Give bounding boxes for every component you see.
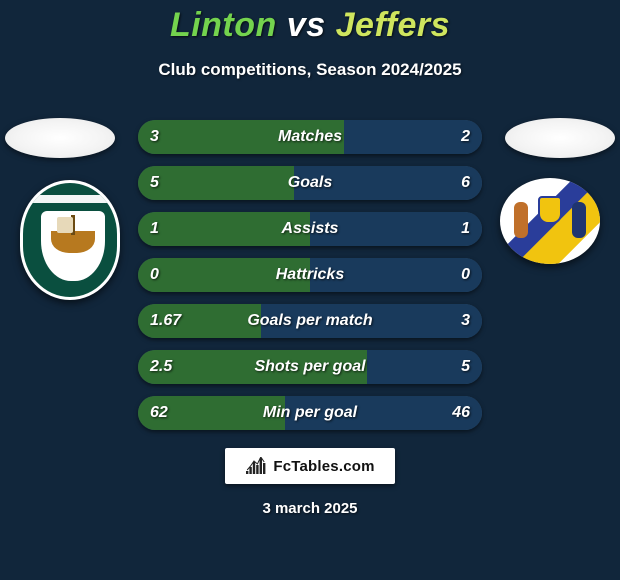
stat-label: Shots per goal: [138, 350, 482, 384]
stat-value-left: 3: [150, 120, 159, 154]
stat-value-left: 5: [150, 166, 159, 200]
player1-name: Linton: [170, 6, 283, 44]
stat-label: Hattricks: [138, 258, 482, 292]
stat-row: Goals5 6: [138, 166, 482, 200]
flag-oval-left: [5, 118, 115, 158]
stat-value-right: 1: [461, 212, 470, 246]
bar-chart-icon: [245, 457, 267, 475]
stat-row: Assists1 1: [138, 212, 482, 246]
stat-row: Min per goal62 46: [138, 396, 482, 430]
stat-value-right: 46: [452, 396, 470, 430]
stat-value-right: 5: [461, 350, 470, 384]
stat-label: Goals per match: [138, 304, 482, 338]
stat-value-right: 2: [461, 120, 470, 154]
player2-name: Jeffers: [330, 6, 450, 44]
flag-oval-right: [505, 118, 615, 158]
stats-area: Matches32Goals56Assists11Hattricks00Goal…: [138, 120, 482, 442]
stat-value-left: 1.67: [150, 304, 181, 338]
brand-badge: FcTables.com: [225, 448, 395, 484]
stat-value-left: 1: [150, 212, 159, 246]
stat-row: Hattricks0 0: [138, 258, 482, 292]
stat-label: Assists: [138, 212, 482, 246]
stat-value-left: 0: [150, 258, 159, 292]
subtitle: Club competitions, Season 2024/2025: [0, 60, 620, 80]
stat-label: Goals: [138, 166, 482, 200]
club-crest-right: [500, 178, 600, 264]
title-row: LintonvsJeffers: [0, 6, 620, 45]
stat-row: Goals per match1.67 3: [138, 304, 482, 338]
stat-value-right: 0: [461, 258, 470, 292]
brand-text: FcTables.com: [273, 458, 374, 475]
stat-label: Min per goal: [138, 396, 482, 430]
stat-value-left: 2.5: [150, 350, 172, 384]
brand-text-fc: Fc: [273, 458, 291, 475]
date-line: 3 march 2025: [0, 500, 620, 517]
stat-row: Shots per goal2.5 5: [138, 350, 482, 384]
stat-value-left: 62: [150, 396, 168, 430]
stat-value-right: 3: [461, 304, 470, 338]
vs-label: vs: [283, 6, 330, 44]
stat-label: Matches: [138, 120, 482, 154]
stat-value-right: 6: [461, 166, 470, 200]
stat-row: Matches3 2: [138, 120, 482, 154]
comparison-card: LintonvsJeffers Club competitions, Seaso…: [0, 0, 620, 580]
brand-text-rest: Tables.com: [291, 458, 374, 475]
club-crest-left: [20, 180, 120, 300]
